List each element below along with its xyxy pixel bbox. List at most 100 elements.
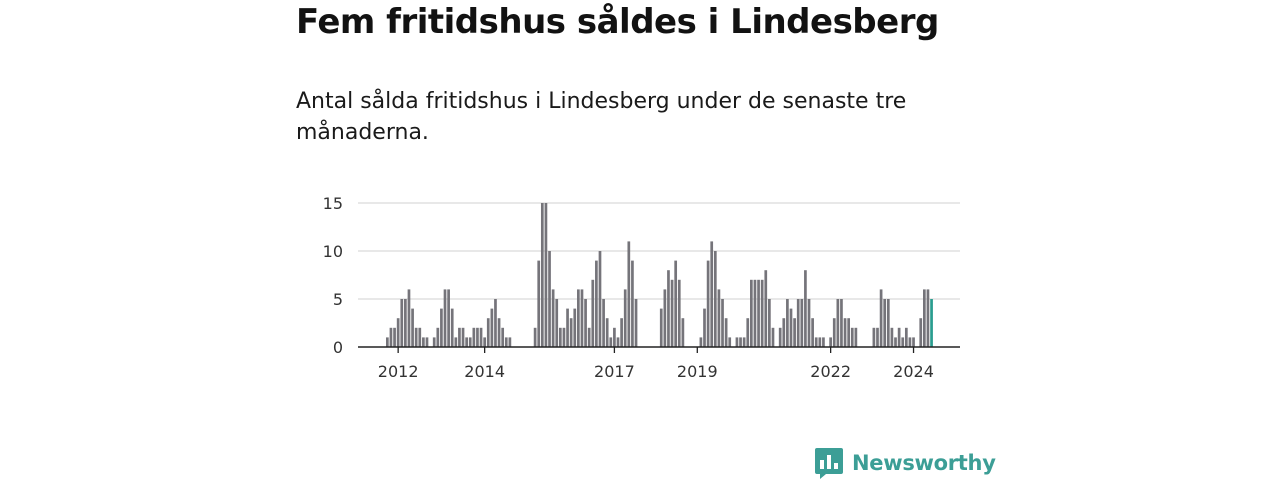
- bar: [814, 337, 818, 347]
- bar: [436, 327, 440, 347]
- bar: [793, 318, 796, 347]
- bar: [883, 299, 887, 347]
- bar: [912, 337, 915, 347]
- bar: [724, 318, 728, 347]
- bar: [548, 251, 551, 347]
- bar: [876, 327, 879, 347]
- bar: [443, 289, 447, 347]
- chart-title: Fem fritidshus såldes i Lindesberg: [296, 2, 939, 42]
- bar: [703, 308, 706, 347]
- bar-highlight: [930, 299, 933, 347]
- data-label: 5: [940, 185, 951, 190]
- bar: [411, 308, 414, 347]
- bar: [926, 289, 930, 347]
- bar: [396, 318, 400, 347]
- x-tick-label: 2019: [677, 362, 718, 381]
- bar: [843, 318, 847, 347]
- brand-name: Newsworthy: [852, 451, 996, 475]
- bar: [811, 318, 814, 347]
- y-tick-label: 10: [323, 242, 343, 261]
- bar: [753, 279, 757, 347]
- bar: [677, 279, 681, 347]
- bar: [501, 327, 505, 347]
- bar: [667, 270, 670, 347]
- bar: [602, 299, 605, 347]
- bar: [822, 337, 825, 347]
- bar: [587, 327, 591, 347]
- bar: [393, 327, 396, 347]
- bar: [472, 327, 476, 347]
- bar: [577, 289, 580, 347]
- y-tick-label: 15: [323, 194, 343, 213]
- bar: [468, 337, 472, 347]
- bar: [483, 337, 487, 347]
- bar: [432, 337, 436, 347]
- x-tick-label: 2012: [378, 362, 419, 381]
- bar: [454, 337, 458, 347]
- bar: [580, 289, 584, 347]
- y-axis-tick-labels: 0 5 10 15: [323, 194, 343, 357]
- bar: [840, 299, 843, 347]
- bar: [681, 318, 685, 347]
- bar: [566, 308, 569, 347]
- bar: [789, 308, 793, 347]
- bar: [400, 299, 404, 347]
- bar: [562, 327, 566, 347]
- gridlines: [358, 202, 960, 300]
- bar: [908, 337, 912, 347]
- x-tick-label: 2022: [810, 362, 851, 381]
- bar: [890, 327, 894, 347]
- bar: [721, 299, 724, 347]
- y-tick-label: 5: [333, 290, 343, 309]
- chart-subtitle: Antal sålda fritidshus i Lindesberg unde…: [296, 89, 907, 145]
- bar: [786, 299, 789, 347]
- bar: [760, 279, 764, 347]
- bar: [490, 308, 494, 347]
- bar: [623, 289, 627, 347]
- bar: [407, 289, 411, 347]
- bar: [829, 337, 832, 347]
- bar: [620, 318, 623, 347]
- bar: [872, 327, 876, 347]
- bar: [634, 299, 638, 347]
- bar: [440, 308, 443, 347]
- bar: [555, 299, 559, 347]
- bar: [768, 299, 771, 347]
- bar: [713, 251, 717, 347]
- bar: [894, 337, 897, 347]
- bar: [584, 299, 587, 347]
- bar: [757, 279, 760, 347]
- bar: [414, 327, 418, 347]
- bar: [854, 327, 858, 347]
- bar: [796, 299, 800, 347]
- bar: [450, 308, 454, 347]
- x-tick-label: 2014: [464, 362, 505, 381]
- bar: [728, 337, 732, 347]
- bar: [879, 289, 883, 347]
- bar: [850, 327, 854, 347]
- bar: [631, 260, 634, 347]
- bar: [717, 289, 721, 347]
- bar: [818, 337, 822, 347]
- bar: [735, 337, 739, 347]
- bar: [389, 327, 393, 347]
- bar: [537, 260, 541, 347]
- bar: [605, 318, 609, 347]
- annotations: 5: [940, 185, 951, 190]
- bar: [836, 299, 840, 347]
- bar: [659, 308, 663, 347]
- bar: [904, 327, 908, 347]
- bar: [782, 318, 786, 347]
- bar: [551, 289, 555, 347]
- bar: [533, 327, 537, 347]
- bar: [750, 279, 753, 347]
- bar: [739, 337, 742, 347]
- bar: [699, 337, 703, 347]
- bar-chart: 0 5 10 15 2012 2014 2017 2019 2022 2024 5: [323, 185, 960, 381]
- bar: [595, 260, 598, 347]
- bar: [386, 337, 389, 347]
- brand-logo: Newsworthy: [814, 446, 996, 480]
- bar: [540, 203, 544, 347]
- bar: [804, 270, 807, 347]
- bar: [742, 337, 746, 347]
